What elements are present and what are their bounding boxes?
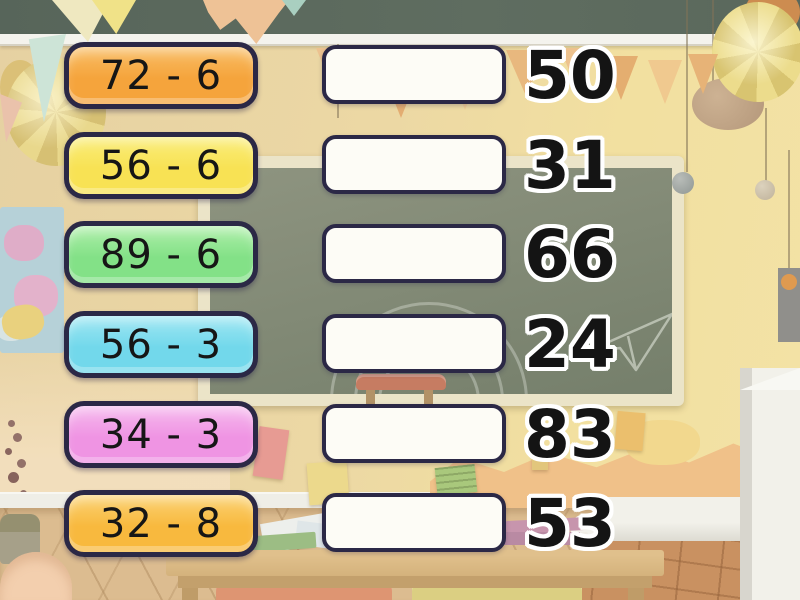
answer-option-4: 24: [524, 306, 616, 383]
match-row-3: 89 - 6 66: [0, 220, 800, 288]
problem-tile-4[interactable]: 56 - 3: [64, 311, 258, 378]
sticky-note-small: [532, 452, 548, 470]
hanging-string: [765, 108, 767, 182]
problem-label-4: 56 - 3: [99, 321, 223, 368]
book-pink: [500, 532, 588, 545]
hanging-string: [686, 0, 688, 172]
hanging-string: [788, 150, 790, 270]
match-row-1: 72 - 6 50: [0, 41, 800, 109]
hanging-picture-dot: [781, 274, 797, 290]
answer-slot-5[interactable]: [322, 404, 506, 463]
bench-leg: [424, 388, 433, 404]
chalk-paper-airplane: [584, 312, 672, 372]
answer-slot-2[interactable]: [322, 135, 506, 194]
desk-top: [166, 550, 664, 576]
problem-label-2: 56 - 6: [99, 142, 223, 189]
match-row-4: 56 - 3 24: [0, 310, 800, 378]
bench-leg: [366, 388, 375, 404]
dried-flower-decor: [8, 420, 15, 427]
answer-option-3: 66: [524, 216, 616, 293]
problem-tile-5[interactable]: 34 - 3: [64, 401, 258, 468]
ball-ornament-tan: [755, 180, 775, 200]
white-cabinet: [740, 368, 800, 600]
match-row-6: 32 - 8 53: [0, 489, 800, 557]
answer-option-2: 31: [524, 127, 616, 204]
answer-slot-6[interactable]: [322, 493, 506, 552]
problem-tile-3[interactable]: 89 - 6: [64, 221, 258, 288]
poster-blob: [4, 225, 44, 261]
problem-label-6: 32 - 8: [99, 500, 223, 547]
white-floor-slab: [598, 497, 748, 541]
paper-flower-pom-right: [712, 2, 800, 102]
answer-option-5: 83: [524, 396, 616, 473]
answer-slot-1[interactable]: [322, 45, 506, 104]
desk-skirt: [178, 576, 652, 588]
match-row-2: 56 - 6 31: [0, 131, 800, 199]
problem-label-3: 89 - 6: [99, 231, 223, 278]
answer-option-6: 53: [524, 485, 616, 562]
ball-ornament-gray: [672, 172, 694, 194]
school-bag-flap: [0, 514, 40, 532]
answer-slot-4[interactable]: [322, 314, 506, 373]
answer-slot-3[interactable]: [322, 224, 506, 283]
problem-label-5: 34 - 3: [99, 411, 223, 458]
problem-label-1: 72 - 6: [99, 52, 223, 99]
bench: [356, 374, 446, 390]
match-row-5: 34 - 3 83: [0, 400, 800, 468]
wall-top-band: [0, 0, 800, 34]
problem-tile-6[interactable]: 32 - 8: [64, 490, 258, 557]
answer-option-1: 50: [524, 37, 616, 114]
problem-tile-1[interactable]: 72 - 6: [64, 42, 258, 109]
problem-tile-2[interactable]: 56 - 6: [64, 132, 258, 199]
